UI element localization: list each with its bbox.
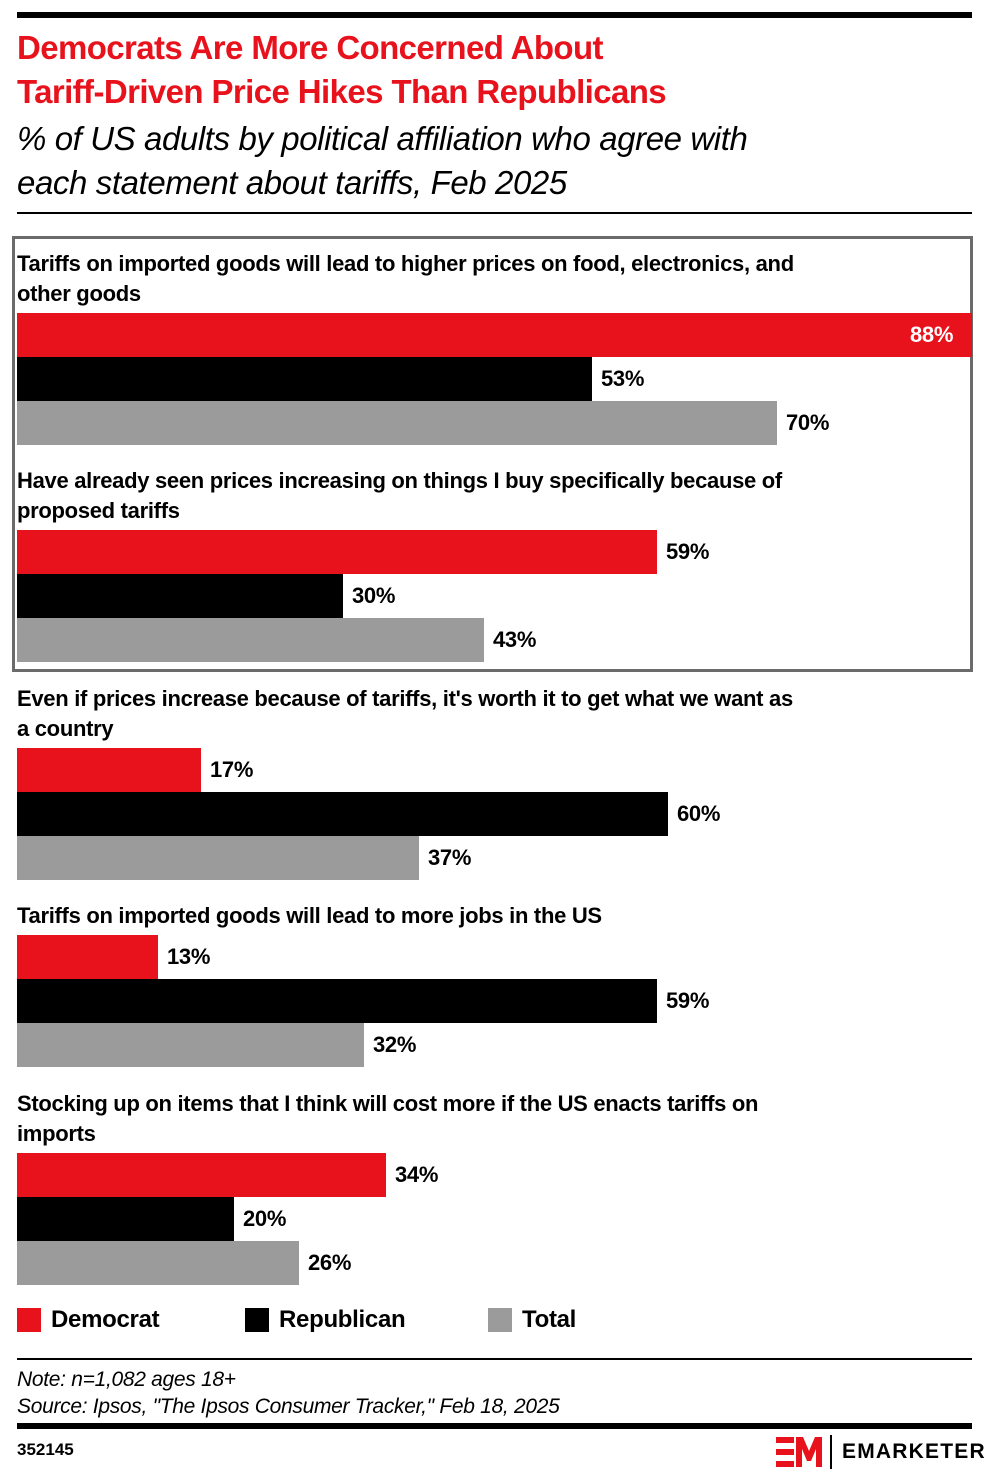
highlight-box (12, 236, 973, 672)
top-rule (17, 12, 972, 18)
note-rule (17, 1358, 972, 1360)
legend-swatch-democrat (17, 1308, 41, 1332)
bar-value-label: 37% (428, 845, 472, 870)
bar-value-label: 70% (786, 410, 830, 435)
bar-republican (17, 574, 343, 618)
bar-value-label: 43% (493, 627, 537, 652)
title-line-2: Tariff-Driven Price Hikes Than Republica… (17, 73, 667, 110)
category-label: Stocking up on items that I think will c… (17, 1089, 972, 1149)
legend-item-total: Total (488, 1305, 576, 1335)
bar-republican (17, 979, 657, 1023)
bar-democrat (17, 1153, 386, 1197)
bar-value-label: 34% (395, 1162, 439, 1187)
note-text: Note: n=1,082 ages 18+ (17, 1368, 236, 1391)
category-label-line: Tariffs on imported goods will lead to m… (17, 903, 602, 928)
brand-name: EMARKETER (842, 1440, 986, 1463)
subtitle-line-1: % of US adults by political affiliation … (17, 120, 748, 157)
bar-total (17, 1241, 299, 1285)
category-label: Tariffs on imported goods will lead to m… (17, 901, 972, 931)
legend-label-total: Total (522, 1306, 577, 1333)
chart-subtitle: % of US adults by political affiliation … (17, 117, 972, 205)
legend-label-democrat: Democrat (51, 1306, 160, 1333)
chart-title: Democrats Are More Concerned About Tarif… (17, 26, 972, 114)
category-label: Have already seen prices increasing on t… (17, 466, 972, 526)
legend-swatch-total (488, 1308, 512, 1332)
bar-value-label: 59% (666, 539, 710, 564)
bar-democrat (17, 748, 201, 792)
title-line-1: Democrats Are More Concerned About (17, 29, 604, 66)
category-label-line: Have already seen prices increasing on t… (17, 468, 782, 493)
bar-value-label: 59% (666, 988, 710, 1013)
category-label-line: Even if prices increase because of tarif… (17, 686, 793, 711)
category-label-line: Tariffs on imported goods will lead to h… (17, 251, 794, 276)
bar-value-label: 20% (243, 1206, 287, 1231)
bar-value-label: 30% (352, 583, 396, 608)
chart-id: 352145 (17, 1440, 74, 1459)
bar-total (17, 618, 484, 662)
bottom-rule (17, 1423, 972, 1429)
category-label-line: a country (17, 716, 114, 741)
bar-republican (17, 792, 668, 836)
bar-value-label: 26% (308, 1250, 352, 1275)
bar-republican (17, 1197, 234, 1241)
subtitle-line-2: each statement about tariffs, Feb 2025 (17, 164, 567, 201)
bar-value-label: 13% (167, 944, 211, 969)
em-logo-icon (776, 1437, 822, 1467)
bar-value-label: 60% (677, 801, 721, 826)
category-label: Even if prices increase because of tarif… (17, 684, 972, 744)
bar-democrat (17, 935, 158, 979)
bar-democrat (17, 313, 972, 357)
bar-democrat (17, 530, 657, 574)
source-text: Source: Ipsos, "The Ipsos Consumer Track… (17, 1395, 560, 1418)
category-label-line: Stocking up on items that I think will c… (17, 1091, 759, 1116)
legend-swatch-republican (245, 1308, 269, 1332)
category-label-line: imports (17, 1121, 96, 1146)
subtitle-rule (17, 212, 972, 214)
bar-total (17, 401, 777, 445)
legend-label-republican: Republican (279, 1306, 406, 1333)
category-label-line: other goods (17, 281, 141, 306)
logo-separator (830, 1435, 832, 1469)
bar-total (17, 1023, 364, 1067)
category-label-line: proposed tariffs (17, 498, 180, 523)
category-label: Tariffs on imported goods will lead to h… (17, 249, 972, 309)
legend-item-democrat: Democrat (17, 1305, 160, 1335)
bar-republican (17, 357, 592, 401)
emarketer-logo: EMARKETER (776, 1434, 986, 1470)
bar-value-label: 88% (910, 322, 954, 347)
bar-total (17, 836, 419, 880)
bar-value-label: 17% (210, 757, 254, 782)
bar-value-label: 53% (601, 366, 645, 391)
bar-value-label: 32% (373, 1032, 417, 1057)
legend-item-republican: Republican (245, 1305, 406, 1335)
